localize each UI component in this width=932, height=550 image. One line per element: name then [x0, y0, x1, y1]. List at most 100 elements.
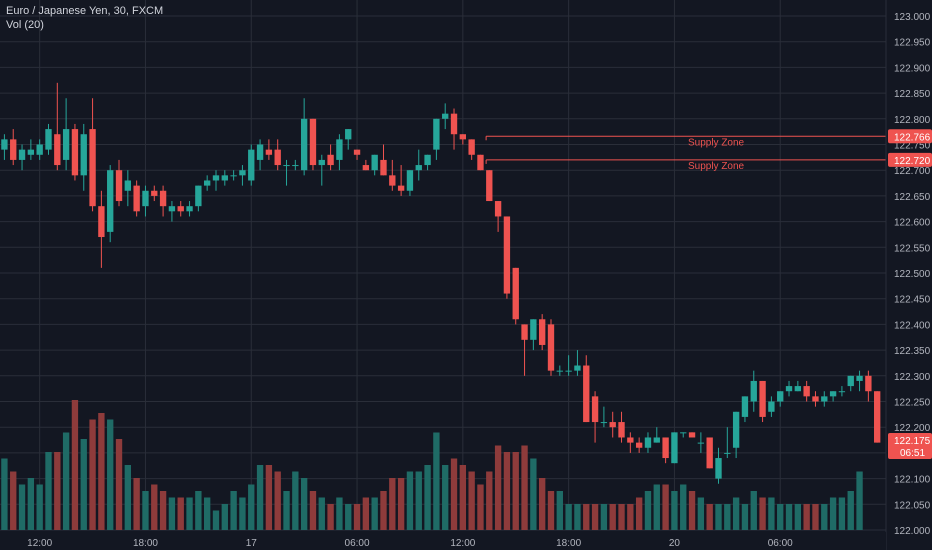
candle [653, 427, 660, 443]
candle-body [512, 267, 519, 320]
volume-bar [353, 504, 361, 530]
candle-body [865, 375, 872, 392]
volume-bar [450, 458, 458, 530]
candle-body [256, 144, 264, 160]
volume-bar [177, 497, 184, 530]
volume-bar [336, 497, 343, 530]
volume-bar [274, 471, 281, 530]
candle-body [574, 365, 581, 371]
candle [115, 159, 123, 207]
volume-bar [345, 504, 352, 530]
candle [724, 427, 731, 459]
volume-bar [36, 484, 43, 530]
price-tick-label: 122.550 [894, 243, 931, 254]
zone-price-label: 122.720 [894, 156, 931, 167]
candle [292, 159, 299, 171]
volume-bar [239, 497, 246, 530]
candle [662, 437, 669, 464]
candle [750, 370, 757, 412]
price-tick-label: 122.700 [894, 166, 931, 177]
volume-bar [468, 471, 475, 530]
candle-body [89, 129, 96, 207]
candle-body [10, 139, 17, 160]
price-tick-label: 122.200 [894, 423, 931, 434]
volume-bar [300, 478, 308, 530]
volume-indicator-title[interactable]: Vol (20) [6, 19, 44, 31]
volume-bar [697, 497, 705, 530]
candle [503, 216, 511, 299]
candle [512, 267, 519, 325]
volume-bar [89, 419, 96, 530]
volume-bar [256, 465, 264, 530]
candle [829, 391, 837, 402]
zone-price-label: 122.766 [894, 132, 931, 143]
candle [380, 144, 387, 176]
volume-bar [133, 478, 140, 530]
candle [186, 201, 193, 217]
candle-body [741, 396, 749, 417]
candle-body [450, 113, 458, 135]
candle-body [609, 422, 616, 428]
candle-body [80, 134, 87, 176]
candle-body [248, 149, 255, 181]
candle-body [274, 149, 281, 166]
candle-body [847, 375, 854, 387]
candle-body [556, 370, 563, 372]
candle-body [336, 139, 343, 160]
price-tick-label: 122.050 [894, 500, 931, 511]
candle [318, 154, 325, 186]
candle [345, 129, 352, 150]
time-tick-label: 06:00 [768, 538, 793, 549]
symbol-title[interactable]: Euro / Japanese Yen, 30, FXCM [6, 5, 164, 17]
candle [177, 201, 184, 217]
candle-body [424, 154, 431, 166]
candle-body [618, 422, 625, 438]
candle [204, 175, 211, 191]
volume-bar [777, 504, 784, 530]
candle-body [768, 401, 775, 412]
candle-body [494, 201, 502, 217]
volume-bars [1, 400, 863, 530]
candle [847, 375, 854, 392]
volume-bar [124, 465, 132, 530]
candle-body [283, 165, 290, 167]
chart-legend: Euro / Japanese Yen, 30, FXCM Vol (20) [6, 4, 163, 32]
volume-bar [397, 478, 405, 530]
volume-bar [530, 458, 537, 530]
candle [89, 98, 96, 212]
volume-bar [54, 452, 61, 530]
candle-body [151, 190, 158, 196]
volume-bar [812, 504, 819, 530]
volume-bar [230, 491, 237, 530]
volume-bar [98, 413, 105, 530]
price-label-box [888, 129, 932, 144]
volume-bar [204, 497, 211, 530]
candle [1, 134, 8, 160]
price-tick-label: 122.850 [894, 89, 931, 100]
candle [371, 154, 378, 176]
candle [486, 170, 493, 202]
candle [494, 201, 502, 232]
candle [124, 170, 132, 207]
last-price-box [888, 433, 932, 460]
candle [300, 98, 308, 176]
candle-body [45, 129, 52, 150]
volume-bar [671, 491, 678, 530]
time-tick-label: 06:00 [345, 538, 370, 549]
candle-body [600, 422, 608, 424]
volume-bar [18, 484, 26, 530]
volume-bar [741, 504, 749, 530]
price-tick-label: 122.450 [894, 295, 931, 306]
candle-body [565, 370, 572, 372]
candle [803, 380, 810, 402]
candle-body [838, 391, 846, 393]
candle [539, 314, 546, 351]
volume-bar [503, 452, 511, 530]
candle-body [36, 144, 43, 155]
candle [424, 154, 431, 171]
candle-body [371, 154, 378, 171]
candles [1, 82, 881, 484]
price-tick-label: 122.650 [894, 192, 931, 203]
volume-bar [821, 504, 828, 530]
